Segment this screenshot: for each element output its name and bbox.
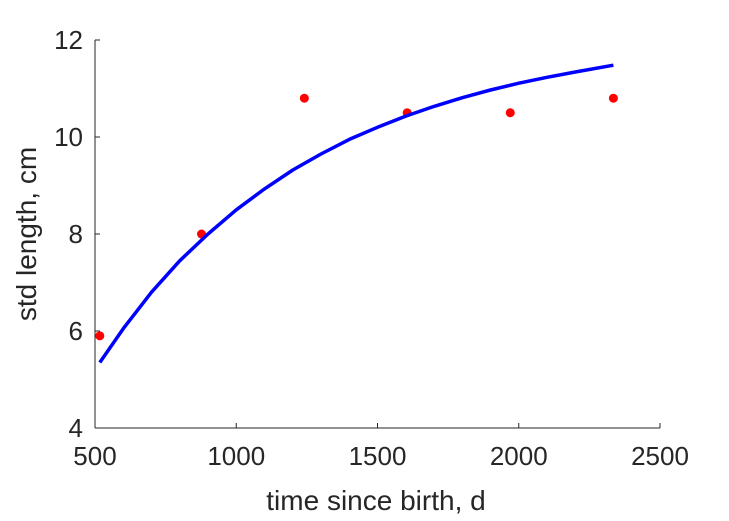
data-point (95, 331, 105, 341)
x-tick-label: 500 (73, 441, 116, 471)
y-tick-label: 6 (69, 316, 83, 346)
x-tick-label: 1500 (349, 441, 407, 471)
x-tick-label: 1000 (207, 441, 265, 471)
data-point (299, 93, 309, 103)
data-point (505, 108, 515, 118)
y-axis-label: std length, cm (11, 147, 42, 321)
y-tick-label: 12 (54, 25, 83, 55)
x-axis-label: time since birth, d (266, 485, 485, 516)
y-tick-label: 8 (69, 219, 83, 249)
plot-area (95, 63, 618, 364)
fit-curve-line (98, 63, 614, 364)
y-tick-label: 4 (69, 413, 83, 443)
axes: 500 1000 1500 2000 2500 4 6 8 10 12 (54, 25, 689, 471)
x-tick-label: 2000 (490, 441, 548, 471)
x-tick-label: 2500 (631, 441, 689, 471)
data-point (608, 93, 618, 103)
y-tick-label: 10 (54, 122, 83, 152)
